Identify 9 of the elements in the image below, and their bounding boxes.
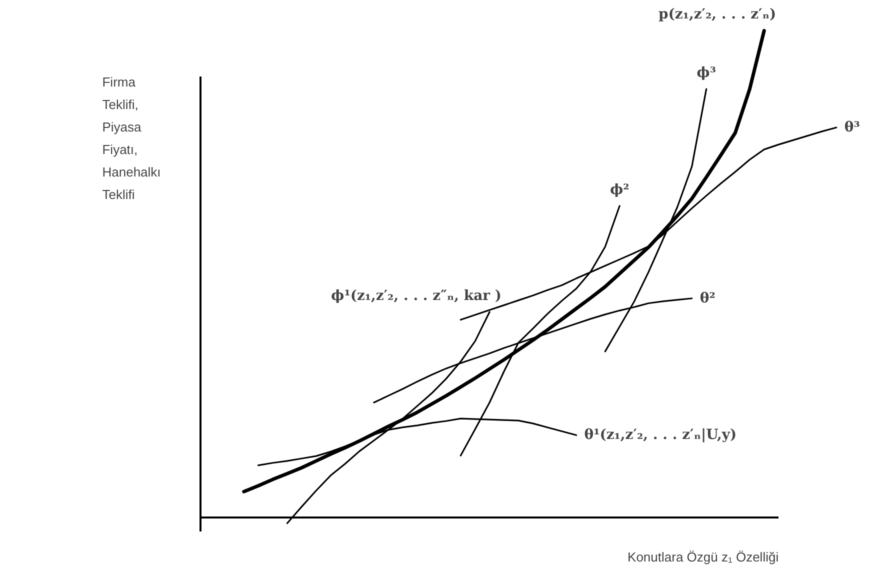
series-label: θ² xyxy=(700,290,716,306)
x-axis-title: Konutlara Özgü z₁ Özelliği xyxy=(628,550,779,565)
series-label: ϕ³ xyxy=(696,65,716,82)
series-label: ϕ¹(z₁,z′₂, . . . z″ₙ, kar ) xyxy=(331,288,502,304)
series-label: θ¹(z₁,z′₂, . . . z′ₙ|U,y) xyxy=(584,427,737,444)
y-axis-title: Firma Teklifi, Piyasa Fiyatı, Hanehalkı Teklifi xyxy=(102,74,161,202)
series-label: p(z₁,z′₂, . . . z′ₙ) xyxy=(658,6,776,23)
series-label: ϕ² xyxy=(610,182,630,198)
series-label: θ³ xyxy=(844,120,860,136)
